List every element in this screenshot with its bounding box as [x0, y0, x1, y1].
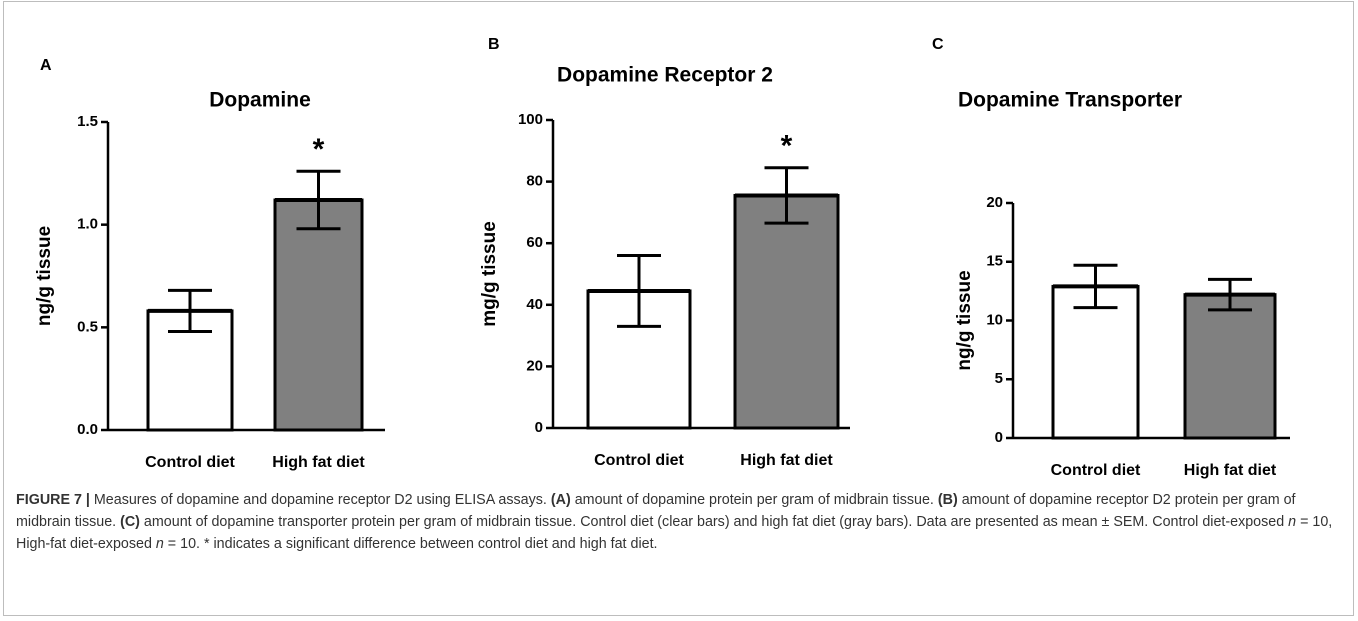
- y-tick-label: 60: [526, 234, 543, 251]
- caption-var: n: [1288, 514, 1297, 530]
- x-tick-label: High fat diet: [740, 452, 833, 469]
- error-bar: [1073, 263, 1118, 310]
- x-tick-label: Control diet: [1051, 462, 1141, 479]
- caption-ref: (B): [937, 492, 958, 508]
- y-tick-label: 0: [535, 419, 543, 436]
- caption-text: Measures of dopamine and dopamine recept…: [89, 492, 551, 508]
- caption-ref: (C): [120, 514, 140, 530]
- panel-label: B: [488, 36, 500, 53]
- significance-mark: *: [313, 133, 325, 166]
- error-bar: [296, 169, 341, 231]
- caption-text: amount of dopamine transporter protein p…: [139, 514, 1289, 530]
- y-tick-label: 100: [518, 111, 543, 128]
- y-tick-label: 80: [526, 173, 543, 190]
- y-tick-label: 0: [995, 429, 1003, 446]
- x-tick-label: Control diet: [594, 452, 684, 469]
- figure-frame: [3, 1, 1354, 616]
- x-tick-label: High fat diet: [272, 454, 365, 471]
- x-tick-label: Control diet: [145, 454, 235, 471]
- y-axis-label: mg/g tissue: [479, 221, 500, 327]
- caption-text: amount of dopamine protein per gram of m…: [570, 492, 938, 508]
- caption-ref: (A): [550, 492, 571, 508]
- y-tick-label: 10: [986, 311, 1003, 328]
- y-tick-label: 15: [986, 253, 1003, 270]
- panel-label: A: [40, 57, 52, 74]
- caption-text: amount of dopamine receptor D2 protein p…: [16, 492, 1296, 530]
- chart-title: Dopamine: [209, 89, 311, 112]
- y-tick-label: 0.5: [77, 318, 98, 335]
- error-bar: [764, 166, 809, 225]
- bar: [1183, 293, 1277, 440]
- y-axis-label: ng/g tissue: [34, 226, 55, 326]
- caption-var: n: [155, 536, 164, 552]
- y-tick-label: 0.0: [77, 421, 98, 438]
- panel-label: C: [932, 36, 944, 53]
- y-tick-label: 1.5: [77, 113, 98, 130]
- caption-text: = 10, High-fat diet-exposed: [16, 514, 1333, 552]
- caption: FIGURE 7 | Measures of dopamine and dopa…: [16, 489, 1341, 555]
- y-axis-label: ng/g tissue: [954, 270, 975, 370]
- significance-mark: *: [781, 130, 793, 163]
- bar: [273, 198, 364, 432]
- bar: [1051, 284, 1140, 440]
- y-tick-label: 1.0: [77, 216, 98, 233]
- chart-title: Dopamine Transporter: [958, 89, 1182, 112]
- bar: [733, 193, 840, 430]
- y-tick-label: 5: [995, 370, 1003, 387]
- error-bar: [1208, 277, 1252, 312]
- y-tick-label: 20: [526, 357, 543, 374]
- y-tick-label: 20: [986, 194, 1003, 211]
- error-bar: [168, 288, 212, 333]
- figure: A Dopamine ng/g tissue Control diet High fat…: [34, 36, 1290, 479]
- caption-label: FIGURE 7 |: [16, 492, 90, 508]
- x-tick-label: High fat diet: [1184, 462, 1277, 479]
- chart-title: Dopamine Receptor 2: [557, 64, 773, 87]
- y-tick-label: 40: [526, 296, 543, 313]
- error-bar: [617, 254, 661, 328]
- caption-text: = 10. * indicates a significant differen…: [163, 536, 658, 552]
